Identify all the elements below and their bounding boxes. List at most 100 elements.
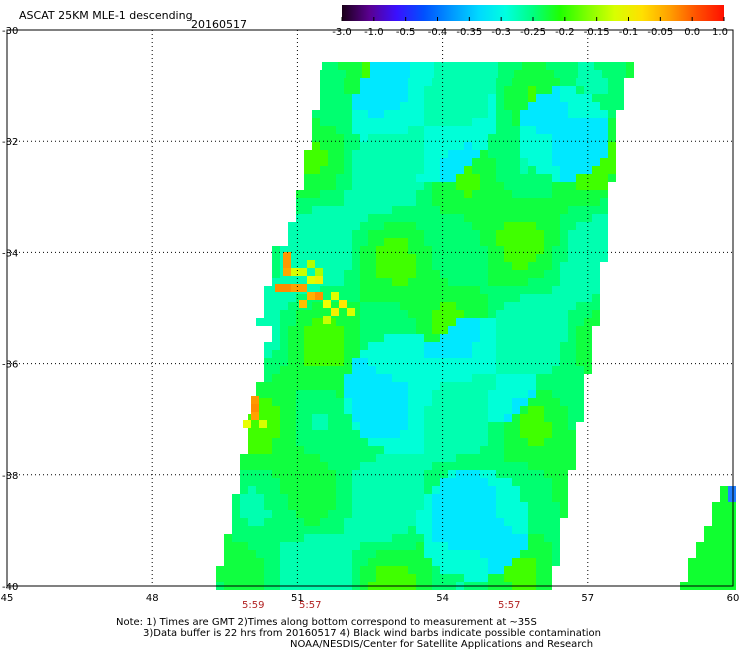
swath-cell xyxy=(256,390,264,398)
swath-cell xyxy=(504,230,512,238)
swath-cell xyxy=(536,302,544,310)
swath-cell xyxy=(336,382,344,390)
swath-cell xyxy=(432,422,440,430)
swath-cell xyxy=(496,222,504,230)
swath-cell xyxy=(408,118,416,126)
swath-cell xyxy=(288,406,296,414)
swath-cell xyxy=(568,182,576,190)
swath-cell xyxy=(472,342,480,350)
swath-cell xyxy=(440,358,448,366)
swath-cell xyxy=(456,278,464,286)
swath-cell xyxy=(488,86,496,94)
swath-cell xyxy=(320,150,328,158)
swath-cell xyxy=(416,286,424,294)
swath-cell xyxy=(464,446,472,454)
swath-cell xyxy=(560,270,568,278)
swath-cell xyxy=(456,102,464,110)
swath-cell xyxy=(264,390,272,398)
swath-cell xyxy=(336,318,344,326)
swath-cell xyxy=(536,478,544,486)
swath-cell xyxy=(432,486,440,494)
swath-cell xyxy=(440,382,448,390)
swath-cell xyxy=(464,566,472,574)
swath-cell xyxy=(424,134,432,142)
swath-cell xyxy=(528,254,536,262)
swath-cell xyxy=(432,206,440,214)
swath-cell xyxy=(512,398,520,406)
swath-cell xyxy=(464,294,472,302)
swath-cell xyxy=(360,294,368,302)
swath-cell xyxy=(304,454,312,462)
swath-cell xyxy=(320,110,328,118)
swath-cell xyxy=(368,238,376,246)
swath-cell xyxy=(288,366,296,374)
swath-cell xyxy=(248,550,256,558)
swath-cell xyxy=(312,422,320,430)
swath-cell xyxy=(520,190,528,198)
swath-cell xyxy=(544,278,552,286)
swath-cell xyxy=(456,502,464,510)
swath-cell xyxy=(464,78,472,86)
swath-cell xyxy=(560,366,568,374)
swath-cell xyxy=(330,62,338,70)
swath-cell xyxy=(304,422,312,430)
swath-cell xyxy=(552,334,560,342)
swath-cell xyxy=(408,126,416,134)
swath-cell xyxy=(576,302,584,310)
swath-cell xyxy=(384,310,392,318)
swath-cell-high xyxy=(283,252,291,260)
swath-cell xyxy=(344,342,352,350)
swath-cell xyxy=(448,166,456,174)
swath-cell xyxy=(312,214,320,222)
swath-cell xyxy=(328,190,336,198)
swath-cell xyxy=(528,454,536,462)
swath-cell xyxy=(416,374,424,382)
lat-tick-label: -40 xyxy=(2,582,18,593)
swath-cell xyxy=(592,134,600,142)
swath-cell xyxy=(336,342,344,350)
swath-cell xyxy=(272,374,280,382)
swath-cell xyxy=(376,206,384,214)
swath-cell xyxy=(440,286,448,294)
swath-cell xyxy=(568,286,576,294)
swath-cell xyxy=(312,446,320,454)
note-line-2: 3)Data buffer is 22 hrs from 20160517 4)… xyxy=(143,628,601,639)
swath-cell xyxy=(480,414,488,422)
swath-cell xyxy=(344,110,352,118)
swath-cell xyxy=(440,190,448,198)
swath-cell xyxy=(440,406,448,414)
swath-cell xyxy=(520,182,528,190)
swath-cell xyxy=(408,430,416,438)
swath-cell xyxy=(320,198,328,206)
swath-cell xyxy=(296,238,304,246)
swath-cell xyxy=(280,454,288,462)
swath-cell xyxy=(528,142,536,150)
swath-cell xyxy=(288,310,296,318)
swath-cell xyxy=(384,542,392,550)
swath-cell xyxy=(344,414,352,422)
swath-cell xyxy=(400,382,408,390)
swath-cell xyxy=(576,102,584,110)
swath-cell-high xyxy=(251,396,259,404)
swath-cell xyxy=(488,342,496,350)
swath-cell xyxy=(536,206,544,214)
swath-cell xyxy=(578,70,586,78)
swath-cell xyxy=(312,190,320,198)
swath-cell xyxy=(568,238,576,246)
swath-cell xyxy=(248,430,256,438)
swath-cell xyxy=(576,334,584,342)
swath-cell xyxy=(384,510,392,518)
swath-cell xyxy=(312,158,320,166)
swath-cell xyxy=(728,566,736,574)
swath-cell xyxy=(320,238,328,246)
swath-cell xyxy=(272,382,280,390)
swath-cell xyxy=(448,334,456,342)
swath-cell xyxy=(480,278,488,286)
swath-cell xyxy=(408,246,416,254)
swath-cell xyxy=(400,510,408,518)
swath-cell xyxy=(480,198,488,206)
swath-cell xyxy=(408,278,416,286)
swath-cell xyxy=(336,238,344,246)
swath-cell xyxy=(576,174,584,182)
swath-cell xyxy=(296,518,304,526)
